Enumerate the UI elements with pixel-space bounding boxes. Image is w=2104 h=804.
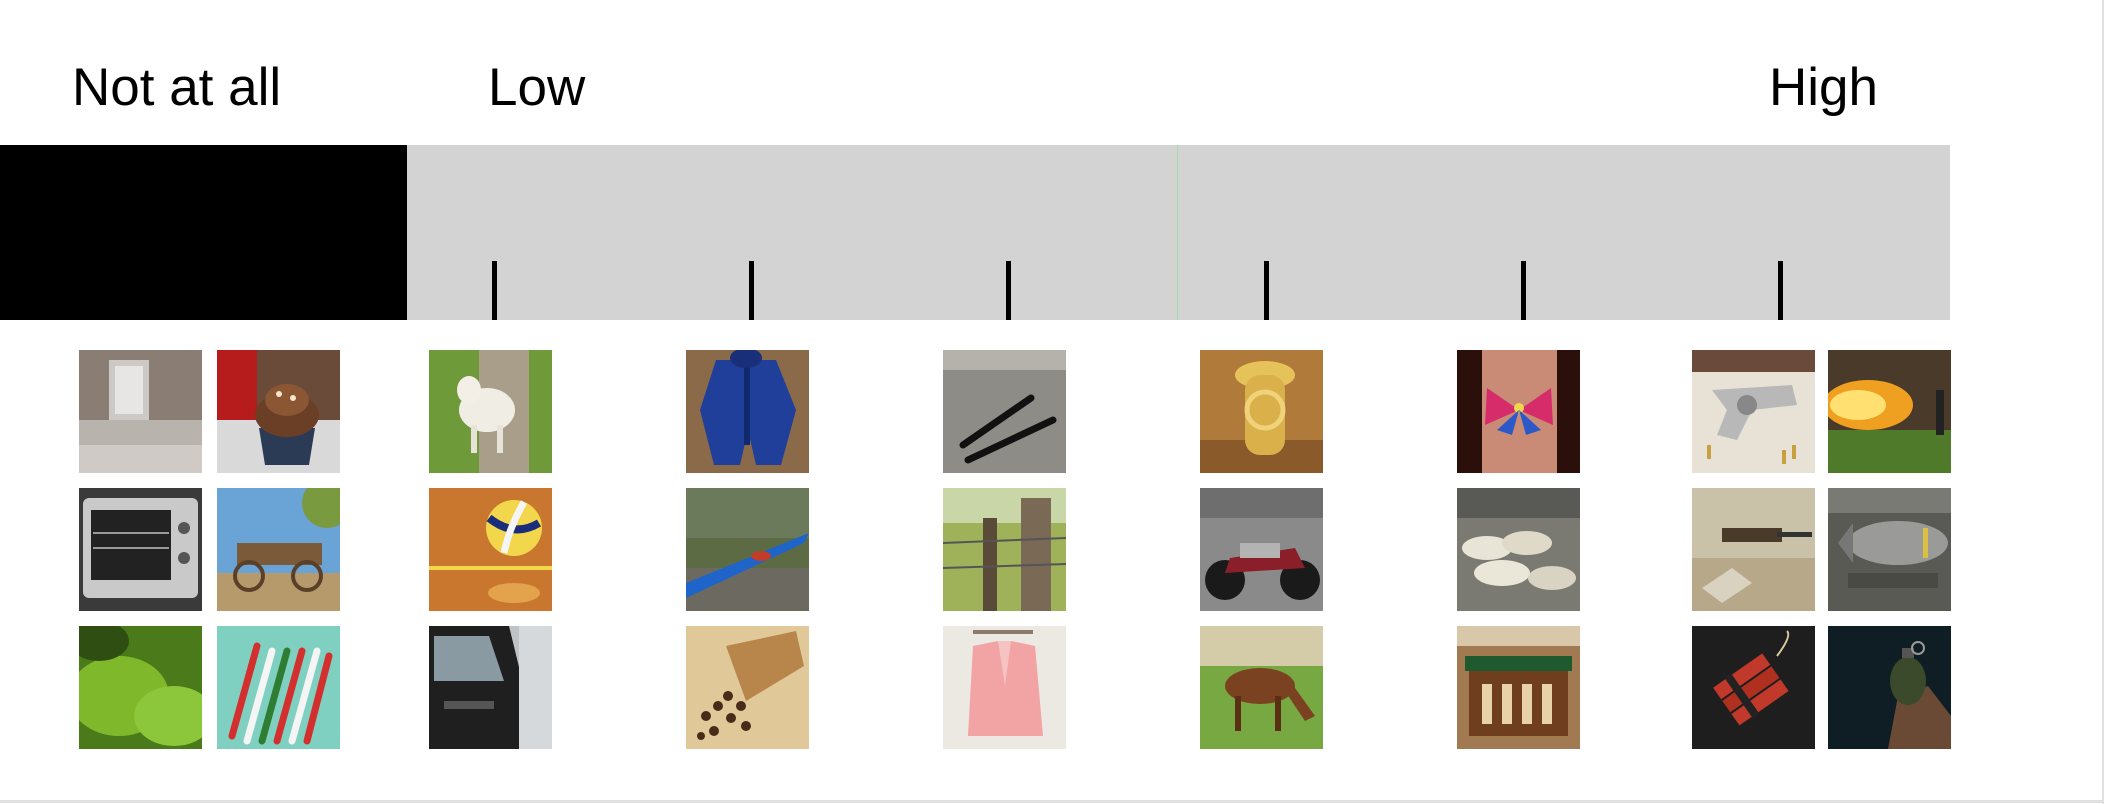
- scale-bar: [0, 145, 1950, 320]
- label-low: Low: [488, 56, 585, 120]
- flamethrower-image: [1828, 350, 1951, 473]
- tuba-image: [1200, 350, 1323, 473]
- label-not-at-all: Not at all: [72, 56, 281, 120]
- altar-image: [1457, 626, 1580, 749]
- volleyball-image: [429, 488, 552, 611]
- barbed-wire-post-image: [943, 488, 1066, 611]
- wooden-wagon-image: [217, 488, 340, 611]
- scale-tick-2: [749, 261, 754, 320]
- kayak-image: [686, 488, 809, 611]
- glass-block-image: [79, 350, 202, 473]
- grenade-image: [1828, 626, 1951, 749]
- scale-tick-5: [1521, 261, 1526, 320]
- not-at-all-segment: [0, 145, 407, 320]
- snowsuit-image: [686, 350, 809, 473]
- bottom-border: [0, 800, 2104, 803]
- car-door-image: [429, 626, 552, 749]
- label-high: High: [1769, 56, 1878, 120]
- pink-blazer-image: [943, 626, 1066, 749]
- scale-tick-3: [1006, 261, 1011, 320]
- scale-tick-6: [1778, 261, 1783, 320]
- butterfly-tattoo-image: [1457, 350, 1580, 473]
- dynamite-image: [1692, 626, 1815, 749]
- toaster-oven-image: [79, 488, 202, 611]
- machine-gun-image: [1692, 488, 1815, 611]
- cloves-image: [686, 626, 809, 749]
- motorcycle-image: [1200, 488, 1323, 611]
- scale-midline: [1177, 145, 1178, 320]
- scale-tick-1: [492, 261, 497, 320]
- pens-image: [943, 350, 1066, 473]
- candy-canes-image: [217, 626, 340, 749]
- lamb-image: [429, 350, 552, 473]
- bomb-image: [1828, 488, 1951, 611]
- scale-tick-4: [1264, 261, 1269, 320]
- sandbags-image: [1457, 488, 1580, 611]
- moss-image: [79, 626, 202, 749]
- cupcake-image: [217, 350, 340, 473]
- revolver-image: [1692, 350, 1815, 473]
- horse-image: [1200, 626, 1323, 749]
